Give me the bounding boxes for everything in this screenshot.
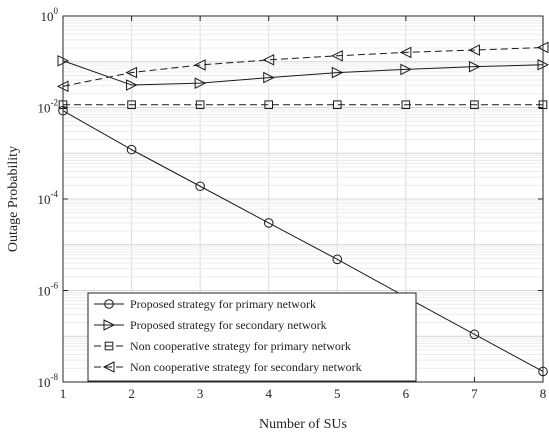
data-point-circle: [469, 329, 480, 340]
data-point-square: [264, 100, 274, 110]
data-point-triangle-left: [125, 66, 138, 79]
x-axis-ticks: 1 2 3 4 5 6 7 8: [60, 16, 547, 401]
data-point-triangle-right: [400, 63, 412, 76]
series-line: [62, 46, 544, 87]
data-point-circle: [332, 254, 343, 265]
legend-entry: Non cooperative strategy for primary net…: [94, 339, 351, 353]
data-point-circle: [126, 144, 137, 155]
legend-entry: Non cooperative strategy for secondary n…: [94, 360, 362, 374]
y-axis-ticks: 10-8 10-6 10-4 10-2 100: [38, 6, 543, 390]
data-point-triangle-left: [262, 54, 275, 66]
legend-marker-square: [104, 341, 114, 351]
data-point-square: [127, 100, 136, 110]
x-tick-label: 8: [540, 386, 547, 401]
data-point-triangle-left: [331, 49, 343, 62]
x-tick-label: 4: [265, 386, 272, 401]
y-tick-label: 10-2: [38, 98, 59, 116]
legend-label: Proposed strategy for secondary network: [130, 318, 327, 332]
legend-label: Non cooperative strategy for primary net…: [130, 339, 351, 353]
y-tick-label: 100: [41, 6, 59, 24]
x-tick-label: 6: [403, 386, 410, 401]
x-tick-label: 1: [60, 386, 67, 401]
x-tick-label: 3: [197, 386, 204, 401]
x-axis-label: Number of SUs: [259, 417, 347, 432]
legend-entry: Proposed strategy for primary network: [94, 297, 316, 311]
data-point-square: [401, 100, 411, 110]
legend-marker-triangle-left: [102, 361, 115, 373]
x-tick-label: 7: [471, 386, 478, 401]
legend-marker-triangle-right: [103, 319, 116, 331]
data-point-triangle-right: [468, 60, 481, 73]
series-line: [62, 110, 544, 372]
data-point-triangle-left: [399, 46, 412, 59]
series-layer: [56, 41, 549, 377]
legend-label: Proposed strategy for primary network: [130, 297, 316, 311]
legend: Proposed strategy for primary network Pro…: [87, 292, 417, 382]
data-point-triangle-right: [194, 77, 207, 89]
data-point-triangle-right: [331, 66, 344, 79]
data-point-triangle-right: [126, 79, 138, 91]
data-point-circle: [263, 218, 274, 228]
y-tick-label: 10-6: [38, 281, 59, 299]
data-point-square: [332, 100, 342, 110]
legend-entry: Proposed strategy for secondary network: [94, 318, 327, 332]
legend-marker-circle: [104, 299, 114, 309]
x-tick-label: 5: [334, 386, 341, 401]
legend-label: Non cooperative strategy for secondary n…: [130, 360, 362, 374]
y-axis-label: Outage Probability: [6, 146, 21, 252]
y-tick-label: 10-4: [38, 189, 59, 207]
data-point-triangle-left: [468, 44, 480, 56]
data-point-square: [195, 100, 205, 110]
x-tick-label: 2: [128, 386, 135, 401]
series-2: [57, 54, 549, 91]
data-point-triangle-left: [194, 59, 206, 71]
data-point-square: [470, 100, 479, 110]
y-tick-label: 10-8: [38, 372, 59, 390]
data-point-triangle-right: [263, 71, 275, 84]
data-point-circle: [195, 181, 205, 192]
series-line: [62, 60, 544, 86]
legend-box: [87, 292, 417, 382]
